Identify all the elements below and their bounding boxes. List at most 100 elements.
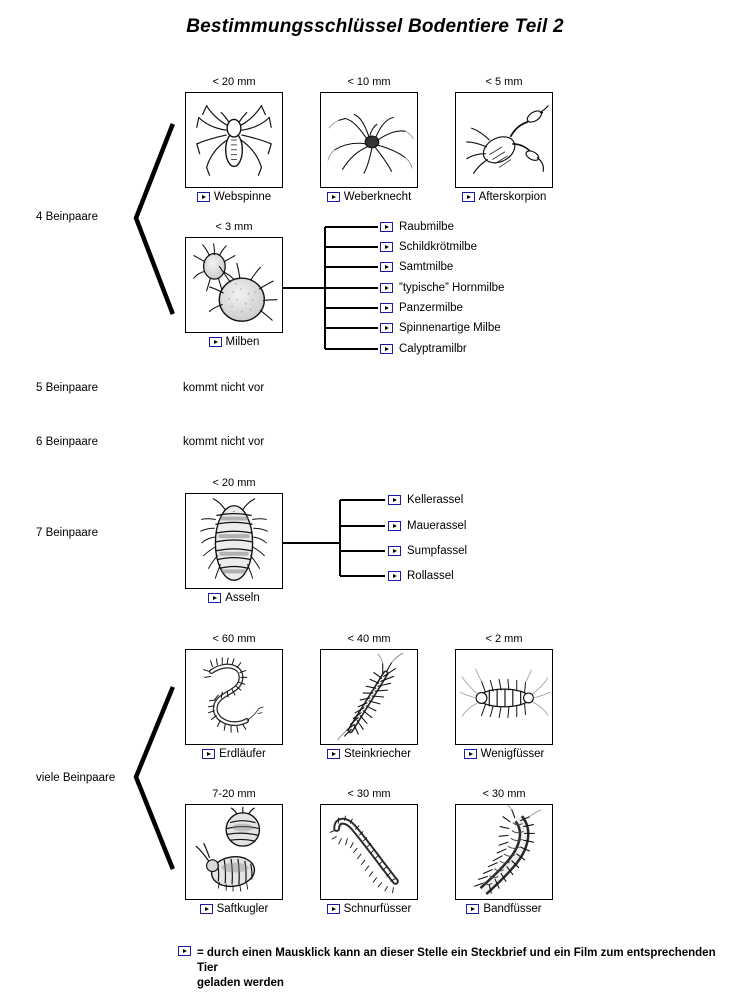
card-caption-erdlaeufer[interactable]: Erdläufer xyxy=(185,748,283,760)
branch-kellerassel[interactable]: Kellerassel xyxy=(388,493,463,507)
play-film-icon[interactable] xyxy=(380,242,393,252)
branch-label: Rollassel xyxy=(407,570,454,582)
tree-connector-asseln xyxy=(283,490,388,580)
play-film-icon[interactable] xyxy=(388,521,401,531)
not-present-5-beinpaare: kommt nicht vor xyxy=(183,382,265,394)
legend-row: = durch einen Mausklick kann an dieser S… xyxy=(178,946,738,976)
play-film-icon[interactable] xyxy=(461,192,475,202)
specimen-image-milben xyxy=(185,237,283,333)
bracket-4-beinpaare xyxy=(128,120,178,320)
card-caption-saftkugler[interactable]: Saftkugler xyxy=(185,903,283,915)
play-film-icon[interactable] xyxy=(388,571,401,581)
branch-label: Kellerassel xyxy=(407,494,464,506)
branch-spinnenartige-milbe[interactable]: Spinnenartige Milbe xyxy=(380,321,501,335)
card-size-label: < 30 mm xyxy=(482,788,526,800)
branch-sumpfassel[interactable]: Sumpfassel xyxy=(388,544,467,558)
play-film-icon[interactable] xyxy=(466,904,480,914)
play-film-icon[interactable] xyxy=(380,344,393,354)
branch-panzermilbe[interactable]: Panzermilbe xyxy=(380,301,463,315)
card-caption-weberknecht[interactable]: Weberknecht xyxy=(320,191,418,203)
specimen-image-weberknecht xyxy=(320,92,418,188)
play-film-icon[interactable] xyxy=(380,262,393,272)
bracket-viele-beinpaare xyxy=(128,683,178,873)
card-caption-webspinne[interactable]: Webspinne xyxy=(185,191,283,203)
play-film-icon[interactable] xyxy=(208,593,222,603)
group-label-5-beinpaare: 5 Beinpaare xyxy=(36,382,99,394)
card-milben[interactable]: < 3 mm xyxy=(185,221,283,348)
branch-mauerassel[interactable]: Mauerassel xyxy=(388,519,466,533)
specimen-image-saftkugler xyxy=(185,804,283,900)
card-erdlaeufer[interactable]: < 60 mm Erdlä xyxy=(185,633,283,760)
branch-label: Mauerassel xyxy=(407,520,467,532)
play-film-icon[interactable] xyxy=(463,749,477,759)
play-film-icon[interactable] xyxy=(380,303,393,313)
card-caption-afterskorpion[interactable]: Afterskorpion xyxy=(455,191,553,203)
play-film-icon[interactable] xyxy=(326,749,340,759)
tree-connector-milben xyxy=(283,218,383,358)
branch-label: Samtmilbe xyxy=(399,261,454,273)
card-name-label: Wenigfüsser xyxy=(480,748,545,760)
group-label-7-beinpaare: 7 Beinpaare xyxy=(36,527,99,539)
play-film-icon[interactable] xyxy=(380,323,393,333)
card-size-label: < 3 mm xyxy=(215,221,253,233)
card-size-label: < 40 mm xyxy=(347,633,391,645)
play-film-icon[interactable] xyxy=(380,283,393,293)
card-caption-milben[interactable]: Milben xyxy=(185,336,283,348)
card-caption-wenigfuesser[interactable]: Wenigfüsser xyxy=(455,748,553,760)
group-label-6-beinpaare: 6 Beinpaare xyxy=(36,436,99,448)
card-caption-steinkriecher[interactable]: Steinkriecher xyxy=(320,748,418,760)
card-size-label: < 2 mm xyxy=(485,633,523,645)
card-size-label: < 5 mm xyxy=(485,76,523,88)
play-film-icon[interactable] xyxy=(326,904,340,914)
card-size-label: < 30 mm xyxy=(347,788,391,800)
branch-label: ”typische” Hornmilbe xyxy=(399,282,505,294)
card-size-label: < 60 mm xyxy=(212,633,256,645)
branch-label: Panzermilbe xyxy=(399,302,463,314)
card-weberknecht[interactable]: < 10 mm W xyxy=(320,76,418,203)
card-schnurfuesser[interactable]: < 30 mm Schnu xyxy=(320,788,418,915)
specimen-image-afterskorpion xyxy=(455,92,553,188)
card-bandfuesser[interactable]: < 30 mm xyxy=(455,788,553,915)
card-name-label: Afterskorpion xyxy=(478,191,547,203)
play-film-icon[interactable] xyxy=(388,546,401,556)
play-film-icon[interactable] xyxy=(208,337,222,347)
card-size-label: < 20 mm xyxy=(212,477,256,489)
group-label-viele-beinpaare: viele Beinpaare xyxy=(36,772,116,784)
branch-label: Schildkrötmilbe xyxy=(399,241,477,253)
card-wenigfuesser[interactable]: < 2 mm xyxy=(455,633,553,760)
card-size-label: < 20 mm xyxy=(212,76,256,88)
group-label-4-beinpaare: 4 Beinpaare xyxy=(36,211,99,223)
play-film-icon[interactable] xyxy=(199,904,213,914)
card-steinkriecher[interactable]: < 40 mm xyxy=(320,633,418,760)
branch-typische-hornmilbe[interactable]: ”typische” Hornmilbe xyxy=(380,281,504,295)
card-caption-bandfuesser[interactable]: Bandfüsser xyxy=(455,903,553,915)
card-name-label: Saftkugler xyxy=(216,903,269,915)
branch-raubmilbe[interactable]: Raubmilbe xyxy=(380,220,454,234)
branch-schildkroetmilbe[interactable]: Schildkrötmilbe xyxy=(380,240,477,254)
play-film-icon[interactable] xyxy=(196,192,210,202)
play-film-icon[interactable] xyxy=(326,192,340,202)
branch-calyptramilbr[interactable]: Calyptramilbr xyxy=(380,342,467,356)
card-name-label: Milben xyxy=(225,336,260,348)
card-name-label: Bandfüsser xyxy=(483,903,542,915)
branch-samtmilbe[interactable]: Samtmilbe xyxy=(380,260,453,274)
card-saftkugler[interactable]: 7-20 mm xyxy=(185,788,283,915)
specimen-image-webspinne xyxy=(185,92,283,188)
play-film-icon[interactable] xyxy=(388,495,401,505)
not-present-6-beinpaare: kommt nicht vor xyxy=(183,436,265,448)
specimen-image-schnurfuesser xyxy=(320,804,418,900)
play-film-icon[interactable] xyxy=(380,222,393,232)
legend-line-1: = durch einen Mausklick kann an dieser S… xyxy=(197,947,716,974)
card-caption-asseln[interactable]: Asseln xyxy=(185,592,283,604)
branch-rollassel[interactable]: Rollassel xyxy=(388,569,454,583)
card-size-label: < 10 mm xyxy=(347,76,391,88)
card-caption-schnurfuesser[interactable]: Schnurfüsser xyxy=(320,903,418,915)
card-name-label: Erdläufer xyxy=(219,748,266,760)
card-afterskorpion[interactable]: < 5 mm Afterskorpi xyxy=(455,76,553,203)
legend: = durch einen Mausklick kann an dieser S… xyxy=(178,946,738,991)
branch-label: Raubmilbe xyxy=(399,221,454,233)
card-webspinne[interactable]: < 20 mm xyxy=(185,76,283,203)
play-film-icon[interactable] xyxy=(202,749,216,759)
branch-label: Spinnenartige Milbe xyxy=(399,322,501,334)
card-asseln[interactable]: < 20 mm xyxy=(185,477,283,604)
